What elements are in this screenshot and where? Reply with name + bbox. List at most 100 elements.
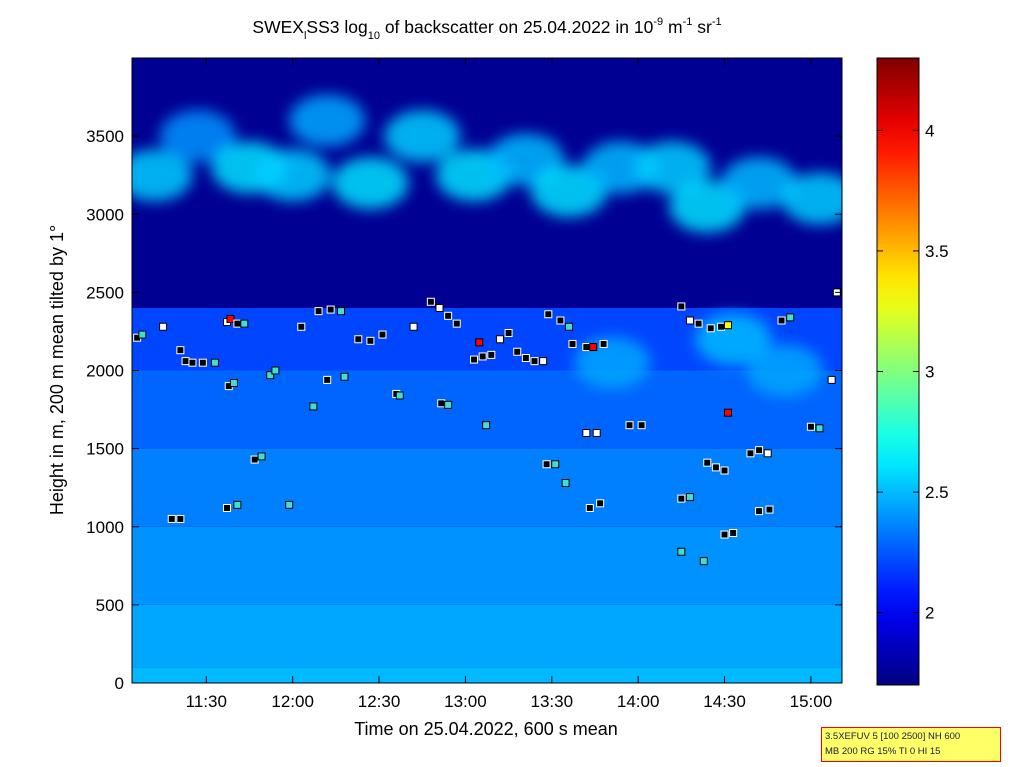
plot-area [132,58,842,683]
colorbar-tick-label: 4 [925,121,934,140]
x-tick-label: 12:30 [358,692,401,711]
detection-marker [717,322,726,331]
detection-marker [694,319,703,328]
info-line-2: MB 200 RG 15% TI 0 HI 15 [825,746,941,757]
detection-marker [233,500,242,509]
detection-marker [703,458,712,467]
cloud-patch [254,149,331,202]
cloud-patch [634,141,711,194]
colorbar-tick-label: 3.5 [925,242,949,261]
detection-marker [755,507,764,516]
cloud-patch [781,172,842,225]
detection-marker [323,375,332,384]
y-tick-label: 0 [115,674,124,693]
x-tick-label: 13:00 [444,692,487,711]
detection-marker [354,335,363,344]
detection-marker [266,371,275,380]
x-axis-label: Time on 25.04.2022, 600 s mean [354,719,618,739]
colorbar-tick-label: 2 [925,604,934,623]
backscatter-band [132,370,842,449]
detection-marker [513,347,522,356]
detection-marker [475,338,484,347]
detection-marker [582,429,591,437]
detection-marker [585,504,594,512]
detection-marker [755,446,764,455]
detection-marker [366,336,375,345]
cloud-patch [746,344,823,397]
colorbar [876,57,920,686]
detection-marker [596,499,605,508]
y-axis-label: Height in m, 200 m mean tilted by 1° [47,225,67,515]
detection-marker [271,366,280,375]
detection-marker [159,322,168,331]
cloud-patch [332,157,409,209]
y-tick-label: 3000 [86,205,124,224]
info-line-1: 3.5XEFUV 5 [100 2500] NH 600 [825,731,961,742]
detection-marker [786,313,795,322]
y-tick-label: 2500 [86,283,124,302]
detection-marker [470,355,479,364]
detection-marker [777,316,786,325]
detection-marker [625,421,634,430]
detection-marker [806,422,815,431]
detection-marker [599,339,608,348]
backscatter-band [132,604,842,668]
detection-marker [565,322,574,331]
y-axis: 0 500 1000 1500 2000 2500 3000 3500 [86,127,842,693]
y-tick-label: 3500 [86,127,124,146]
detection-marker [699,557,708,566]
chart-title: SWEXlSS3 log10 of backscatter on 25.04.2… [252,16,721,42]
detection-marker [544,310,553,319]
detection-marker [309,402,318,411]
x-tick-label: 13:30 [531,692,574,711]
backscatter-band [132,667,842,683]
detection-marker [592,429,601,437]
detection-marker [827,375,836,384]
detection-marker [285,500,294,509]
colorbar-tick-label: 3 [925,363,934,382]
backscatter-band [132,448,842,527]
detection-marker [711,463,720,472]
backscatter-band [132,526,842,605]
detection-marker [326,305,335,314]
detection-marker [685,493,694,502]
cloud-patch [159,110,236,163]
detection-marker [677,547,686,556]
colorbar-tick-label: 2.5 [925,483,949,502]
detection-marker [478,352,487,361]
detection-marker [250,455,259,464]
detection-marker [340,372,349,381]
detection-marker [521,354,530,362]
detection-marker [210,358,219,367]
detection-marker [589,343,598,352]
detection-marker [223,504,232,512]
x-tick-label: 15:00 [790,692,833,711]
x-tick-label: 14:30 [703,692,746,711]
cloud-patch [721,157,798,209]
detection-marker [167,514,176,523]
detection-marker [240,319,249,328]
detection-marker [229,379,238,387]
detection-marker [138,330,147,339]
detection-marker [437,399,446,408]
detection-marker [257,452,266,461]
detection-marker [314,307,323,316]
detection-marker [765,505,774,514]
detection-marker [297,322,306,331]
detection-marker [530,357,539,366]
detection-marker [706,324,715,333]
y-tick-label: 500 [96,596,124,615]
detection-marker [395,391,404,400]
detection-marker [539,357,548,366]
cloud-patch [384,110,461,163]
cloud-patch [289,94,366,147]
x-tick-label: 11:30 [186,692,227,711]
detection-marker [582,343,591,352]
colorbar-ticks: 2 2.5 3 3.5 4 [877,121,949,623]
detection-marker [409,322,418,331]
detection-marker [495,335,504,344]
settings-info-box: 3.5XEFUV 5 [100 2500] NH 600 MB 200 RG 1… [821,727,1001,762]
detection-marker [181,357,190,366]
detection-marker [444,400,453,409]
